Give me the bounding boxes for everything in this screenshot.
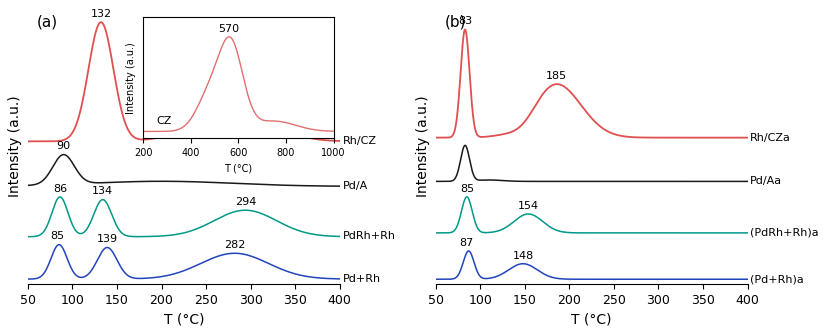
Text: PdRh+Rh: PdRh+Rh — [342, 231, 395, 242]
Text: Rh/CZa: Rh/CZa — [750, 133, 791, 143]
Text: 294: 294 — [235, 197, 256, 207]
Text: 90: 90 — [56, 141, 70, 151]
Text: 185: 185 — [545, 71, 566, 81]
Text: 282: 282 — [224, 240, 246, 250]
Text: 83: 83 — [458, 16, 472, 26]
X-axis label: T (°C): T (°C) — [571, 313, 612, 327]
Text: 85: 85 — [460, 184, 474, 194]
Text: 280: 280 — [222, 95, 243, 105]
X-axis label: T (°C): T (°C) — [164, 313, 204, 327]
Text: Pd/A: Pd/A — [342, 181, 368, 191]
Text: 85: 85 — [50, 231, 65, 242]
Text: 148: 148 — [513, 251, 533, 261]
Text: 154: 154 — [518, 201, 539, 211]
Text: (PdRh+Rh)a: (PdRh+Rh)a — [750, 228, 819, 238]
Text: (a): (a) — [37, 14, 59, 29]
Text: 139: 139 — [97, 234, 117, 244]
Text: Pd+Rh: Pd+Rh — [342, 274, 380, 284]
Text: 134: 134 — [92, 187, 113, 196]
Text: 87: 87 — [460, 238, 474, 248]
Text: 86: 86 — [53, 184, 67, 194]
Text: Pd/Aa: Pd/Aa — [750, 177, 782, 186]
Text: 132: 132 — [90, 9, 112, 19]
Y-axis label: Intensity (a.u.): Intensity (a.u.) — [416, 96, 430, 197]
Text: (b): (b) — [445, 14, 466, 29]
Text: Rh/CZ: Rh/CZ — [342, 136, 376, 146]
Y-axis label: Intensity (a.u.): Intensity (a.u.) — [8, 96, 22, 197]
Text: (Pd+Rh)a: (Pd+Rh)a — [750, 274, 804, 284]
